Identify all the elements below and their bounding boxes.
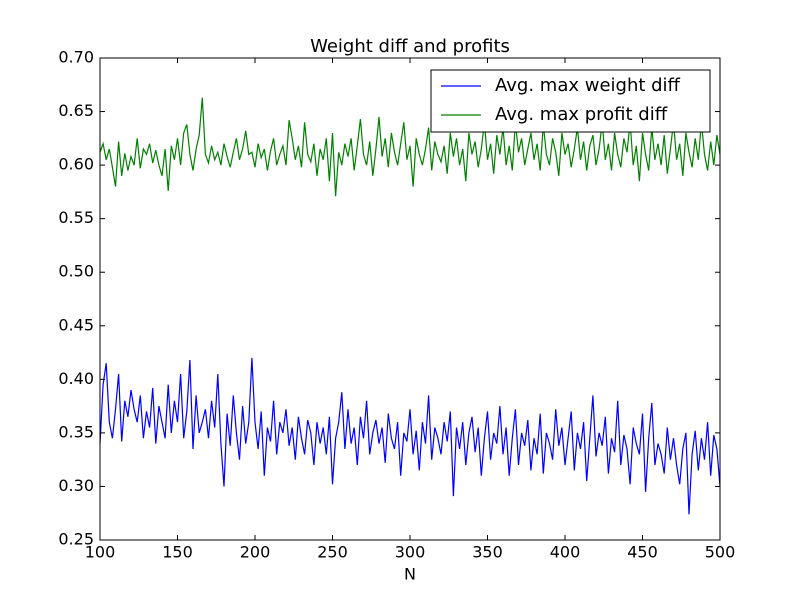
x-tick-label: 350 [472, 543, 503, 562]
x-tick-label: 500 [705, 543, 736, 562]
y-tick-label: 0.65 [58, 101, 94, 120]
x-tick-label: 400 [550, 543, 581, 562]
line-series [99, 97, 721, 197]
x-tick-label: 450 [627, 543, 658, 562]
y-tick-label: 0.60 [58, 155, 94, 174]
y-tick-label: 0.70 [58, 48, 94, 67]
y-tick-label: 0.30 [58, 476, 94, 495]
y-tick-label: 0.25 [58, 530, 94, 549]
x-tick-label: 100 [85, 543, 116, 562]
x-tick-label: 150 [162, 543, 193, 562]
chart-title: Weight diff and profits [310, 36, 510, 57]
legend-label: Avg. max profit diff [495, 104, 668, 125]
line-series [99, 357, 721, 515]
y-tick-label: 0.40 [58, 369, 94, 388]
x-tick-label: 250 [317, 543, 348, 562]
x-axis-label: N [404, 565, 416, 584]
y-tick-label: 0.50 [58, 262, 94, 281]
x-tick-label: 300 [395, 543, 426, 562]
x-tick-label: 200 [240, 543, 271, 562]
y-tick-label: 0.35 [58, 422, 94, 441]
y-tick-label: 0.55 [58, 208, 94, 227]
legend-label: Avg. max weight diff [495, 75, 681, 96]
legend-box [430, 69, 711, 133]
y-tick-label: 0.45 [58, 315, 94, 334]
